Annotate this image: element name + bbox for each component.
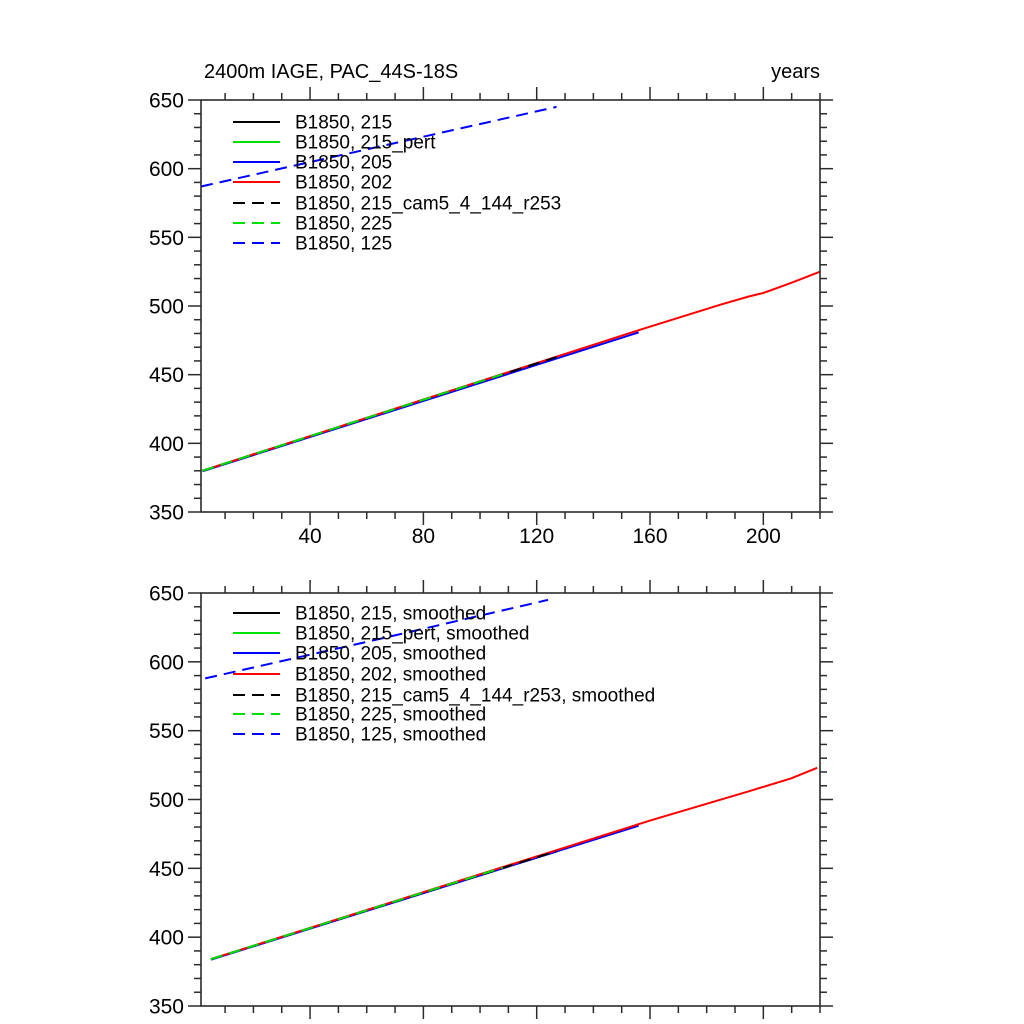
y-tick-label: 600 [149, 158, 184, 181]
legend-label: B1850, 215_cam5_4_144_r253, smoothed [295, 686, 655, 707]
legend-label: B1850, 125 [295, 234, 392, 255]
chart-title: 2400m IAGE, PAC_44S-18S [204, 61, 459, 83]
plot-border [200, 99, 821, 513]
x-tick-label: 120 [519, 525, 554, 548]
x-tick-label: 200 [746, 525, 781, 548]
y-tick-label: 450 [149, 858, 184, 881]
y-tick-label: 350 [149, 996, 184, 1019]
y-tick-label: 350 [149, 502, 184, 525]
legend-label: B1850, 202, smoothed [295, 665, 486, 686]
y-tick-label: 600 [149, 651, 184, 674]
y-tick-label: 400 [149, 433, 184, 456]
legend-label: B1850, 215, smoothed [295, 604, 486, 625]
x-tick-label: 80 [412, 525, 435, 548]
panel-top: 40 80 120 160 200 350 400 450 500 550 600 650 B1850,… [149, 87, 833, 548]
legend-label: B1850, 205, smoothed [295, 644, 486, 665]
y-tick-label: 500 [149, 296, 184, 319]
legend-label: B1850, 225 [295, 214, 392, 235]
y-tick-label: 650 [149, 583, 184, 606]
series-line [202, 373, 504, 472]
legend-label: B1850, 215 [295, 113, 392, 134]
x-tick-label: 40 [298, 525, 321, 548]
legend-label: B1850, 202 [295, 173, 392, 194]
plot-border [200, 592, 821, 1007]
y-tick-label: 500 [149, 789, 184, 812]
series-line [210, 866, 503, 961]
legend-label: B1850, 215_cam5_4_144_r253 [295, 194, 561, 215]
legend-label: B1850, 125, smoothed [295, 725, 486, 746]
legend-label: B1850, 225, smoothed [295, 705, 486, 726]
y-tick-label: 650 [149, 90, 184, 113]
units-label: years [771, 61, 820, 83]
legend-label: B1850, 205 [295, 153, 392, 174]
x-tick-label: 160 [632, 525, 667, 548]
panel-bottom: 350 400 450 500 550 600 650 B1850, 215, smoothe… [149, 580, 833, 1019]
legend-label: B1850, 215_pert [295, 133, 436, 154]
legend-label: B1850, 215_pert, smoothed [295, 624, 530, 645]
y-tick-label: 400 [149, 927, 184, 950]
y-tick-label: 450 [149, 364, 184, 387]
y-tick-label: 550 [149, 227, 184, 250]
y-tick-label: 550 [149, 720, 184, 743]
series-line [204, 598, 549, 680]
